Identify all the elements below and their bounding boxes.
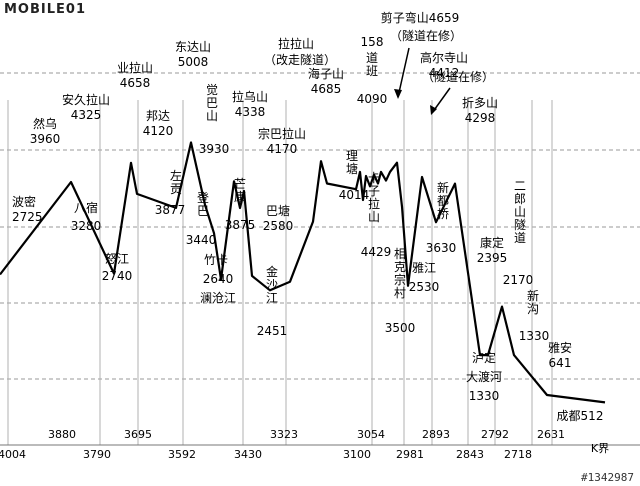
x-axis-title: K界 bbox=[591, 442, 609, 455]
annotation-tunnel: （隧道在修） bbox=[390, 28, 462, 43]
peak-label-name: （改走隧道） bbox=[264, 52, 336, 67]
peak-label-name: 觉巴山 bbox=[206, 83, 218, 123]
peak-label-name: 理塘 bbox=[346, 149, 358, 176]
x-tick-label: 2843 bbox=[456, 448, 484, 461]
x-tick-label: 2718 bbox=[504, 448, 532, 461]
peak-label-elevation: 3960 bbox=[30, 132, 61, 146]
peak-label-name: 二郎山隧道 bbox=[514, 179, 526, 245]
peak-label-name: 金沙江 bbox=[266, 264, 278, 305]
peak-label-elevation: 3930 bbox=[199, 142, 230, 156]
pointer-arrow bbox=[397, 47, 410, 98]
peak-label-elevation: 1330 bbox=[519, 329, 550, 343]
peak-label-elevation: 2580 bbox=[263, 219, 294, 233]
peak-label-name: 相克宗村 bbox=[394, 247, 406, 300]
series-line-elevation bbox=[0, 141, 606, 404]
peak-label-elevation: 2740 bbox=[102, 269, 133, 283]
peak-label-name: 登巴 bbox=[197, 190, 209, 218]
peak-label-name: 巴塘 bbox=[266, 203, 290, 218]
peak-label-elevation: 3875 bbox=[225, 218, 256, 232]
annotation-158: 158 bbox=[361, 35, 384, 49]
peak-label-name: 剪子弯山4659 bbox=[381, 10, 460, 25]
peak-label-name: 新都桥 bbox=[437, 180, 449, 221]
peak-label-elevation: 641 bbox=[549, 356, 572, 370]
pointer-arrow-head bbox=[430, 105, 437, 115]
peak-label-name: 折多山 bbox=[462, 95, 498, 110]
peak-label-elevation: 5008 bbox=[178, 55, 209, 69]
peak-label-name: 雅安 bbox=[548, 340, 572, 355]
x-tick-label: 3592 bbox=[168, 448, 196, 461]
peak-label-name: 新沟 bbox=[527, 288, 539, 316]
peak-label-elevation: 3280 bbox=[71, 219, 102, 233]
peak-label-elevation: 3630 bbox=[426, 241, 457, 255]
peak-label-name: 泸定 bbox=[472, 350, 496, 365]
peak-label-name: 然乌 bbox=[33, 116, 57, 131]
x-tick-label: 3430 bbox=[234, 448, 262, 461]
x-tick-label: 3880 bbox=[48, 428, 76, 441]
peak-label-elevation: 3877 bbox=[155, 203, 186, 217]
x-tick-label: 2981 bbox=[396, 448, 424, 461]
peak-label-elevation: 4298 bbox=[465, 111, 496, 125]
x-tick-label: 3323 bbox=[270, 428, 298, 441]
x-tick-label: 2631 bbox=[537, 428, 565, 441]
peak-label-name: 高尔寺山 bbox=[420, 50, 468, 65]
peak-label-elevation: 4325 bbox=[71, 108, 102, 122]
peak-label-elevation: 4120 bbox=[143, 124, 174, 138]
peak-label-elevation: 2640 bbox=[203, 272, 234, 286]
peak-label-name: 邦达 bbox=[146, 109, 170, 123]
peak-label-name: 雅江 bbox=[412, 260, 436, 275]
x-tick-label: 3054 bbox=[357, 428, 385, 441]
peak-label-name: 竹卡 bbox=[204, 253, 228, 267]
peak-label-name: 道班 bbox=[366, 51, 378, 78]
peak-label-name: 成都512 bbox=[557, 409, 604, 423]
peak-label-elevation: 2530 bbox=[409, 280, 440, 294]
peak-label-name: 芒康 bbox=[234, 176, 246, 204]
mobile01-logo: MOBILE01 bbox=[2, 2, 90, 17]
peak-label-elevation: 4090 bbox=[357, 92, 388, 106]
peak-label-name: 业拉山 bbox=[117, 60, 153, 75]
peak-label-name: 拉拉山 bbox=[278, 36, 314, 51]
pointer-arrow-head bbox=[394, 89, 402, 99]
x-tick-label: 4004 bbox=[0, 448, 26, 461]
peak-label-elevation: 2451 bbox=[257, 324, 288, 338]
peak-label-name: 东达山 bbox=[175, 40, 211, 54]
x-tick-label: 3695 bbox=[124, 428, 152, 441]
peak-label-name: 拉乌山 bbox=[232, 89, 268, 104]
peak-label-name: 海子山 bbox=[308, 66, 344, 81]
peak-label-elevation: 4014 bbox=[339, 188, 370, 202]
peak-label-elevation: 4412 bbox=[429, 66, 460, 80]
peak-label-elevation: 2395 bbox=[477, 251, 508, 265]
x-tick-label: 2792 bbox=[481, 428, 509, 441]
peak-label-name: 波密 bbox=[12, 194, 36, 209]
image-watermark: #1342987 bbox=[579, 471, 636, 484]
peak-label-elevation: 4658 bbox=[120, 76, 151, 90]
x-tick-label: 2893 bbox=[422, 428, 450, 441]
peak-label-name: 康定 bbox=[480, 235, 504, 250]
peak-label-elevation: 4170 bbox=[267, 142, 298, 156]
peak-label-elevation: 4685 bbox=[311, 82, 342, 96]
peak-label-name: 左贡 bbox=[170, 168, 182, 196]
peak-label-elevation: 4429 bbox=[361, 245, 392, 259]
peak-label-elevation: 3500 bbox=[385, 321, 416, 335]
annotation-tunnel: （隧道在修） bbox=[422, 69, 494, 84]
peak-label-elevation: 4338 bbox=[235, 105, 266, 119]
peak-label-name: 宗巴拉山 bbox=[258, 126, 306, 141]
peak-label-name: 大渡河 bbox=[466, 369, 502, 384]
peak-label-name: 八宿 bbox=[74, 200, 98, 215]
peak-label-elevation: 2170 bbox=[503, 273, 534, 287]
peak-label-elevation: 1330 bbox=[469, 389, 500, 403]
x-tick-label: 3100 bbox=[343, 448, 371, 461]
peak-label-name: 安久拉山 bbox=[62, 92, 110, 107]
peak-label-name: 澜沧江 bbox=[200, 290, 236, 305]
peak-label-name: 怒江 bbox=[105, 251, 129, 266]
peak-label-name: 卡子拉山 bbox=[368, 171, 380, 224]
x-tick-label: 3790 bbox=[83, 448, 111, 461]
peak-label-elevation: 3440 bbox=[186, 233, 217, 247]
peak-label-elevation: 2725 bbox=[12, 210, 43, 224]
